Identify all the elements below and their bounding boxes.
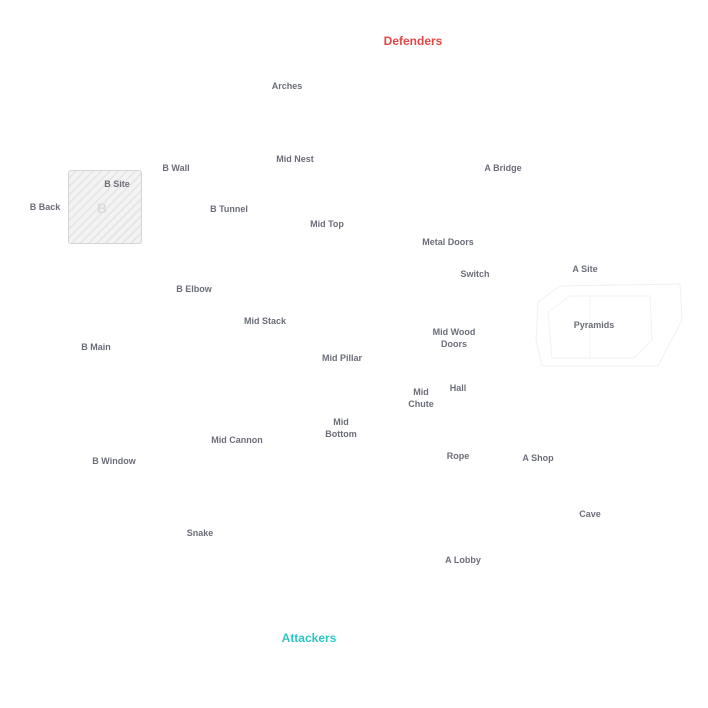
callout-b-back: B Back: [29, 202, 61, 212]
callout-b-elbow: B Elbow: [176, 284, 212, 294]
callout-b-window: B Window: [92, 456, 136, 466]
callout-snake: Snake: [186, 528, 214, 538]
callout-mid-wood-doors: Mid Wood Doors: [432, 327, 476, 349]
callout-mid-top: Mid Top: [310, 219, 344, 229]
attackers-label: Attackers: [281, 631, 337, 645]
callout-a-shop: A Shop: [522, 453, 554, 463]
callout-b-tunnel: B Tunnel: [210, 204, 248, 214]
callout-b-wall: B Wall: [162, 163, 190, 173]
callout-mid-stack: Mid Stack: [243, 316, 287, 326]
callout-hall: Hall: [449, 383, 467, 393]
callout-mid-chute: Mid Chute: [408, 387, 434, 409]
callout-mid-bottom: Mid Bottom: [325, 417, 357, 439]
callout-rope: Rope: [446, 451, 470, 461]
callout-mid-cannon: Mid Cannon: [211, 435, 263, 445]
callout-b-main: B Main: [81, 342, 111, 352]
callout-arches: Arches: [271, 81, 303, 91]
callout-a-lobby: A Lobby: [445, 555, 481, 565]
callout-mid-nest: Mid Nest: [276, 154, 314, 164]
callout-mid-pillar: Mid Pillar: [321, 353, 363, 363]
b-site-area: [68, 170, 142, 244]
callout-b-site: B Site: [104, 179, 130, 189]
callout-a-site: A Site: [572, 264, 598, 274]
callout-cave: Cave: [579, 509, 601, 519]
b-site-letter: B: [96, 200, 108, 216]
callout-pyramids: Pyramids: [573, 320, 615, 330]
callout-metal-doors: Metal Doors: [422, 237, 474, 247]
pyramids-outline: [535, 283, 683, 367]
callout-a-bridge: A Bridge: [484, 163, 522, 173]
defenders-label: Defenders: [383, 34, 443, 48]
callout-switch: Switch: [460, 269, 490, 279]
